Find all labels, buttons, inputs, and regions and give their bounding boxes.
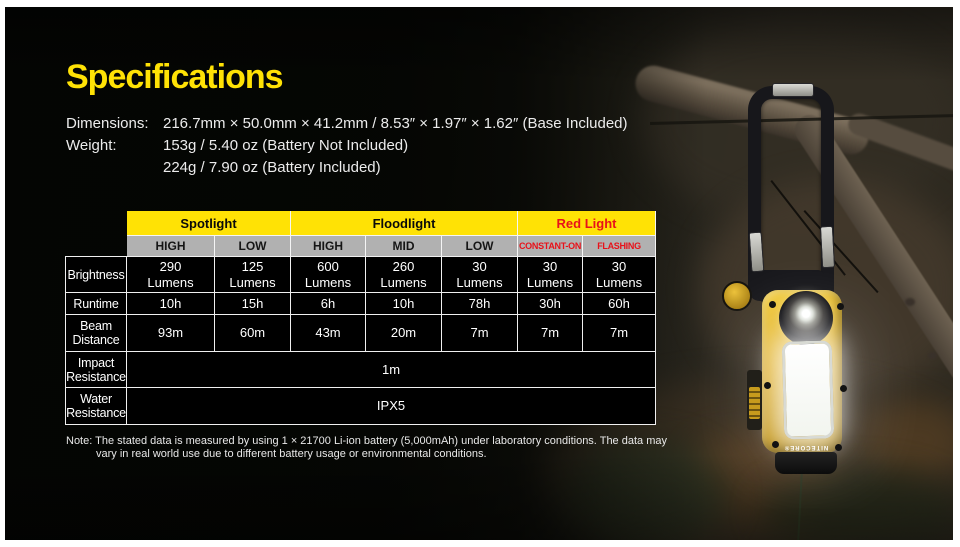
spec-table: Spotlight Floodlight Red Light HIGH LOW …: [65, 211, 656, 425]
weight-value-2: 224g / 7.90 oz (Battery Included): [163, 159, 381, 176]
spec-lines: Dimensions: 216.7mm × 50.0mm × 41.2mm / …: [66, 113, 628, 179]
header-floodlight: Floodlight: [291, 211, 518, 235]
dimensions-row: Dimensions: 216.7mm × 50.0mm × 41.2mm / …: [66, 113, 628, 135]
flashlight-base: [775, 452, 837, 474]
brightness-cell: 30 Lumens: [442, 256, 518, 293]
beam-cell: 7m: [442, 315, 518, 352]
flashlight-screw: [840, 385, 847, 392]
row-label-impact-resistance: Impact Resistance: [65, 352, 127, 388]
header-spotlight: Spotlight: [127, 211, 291, 235]
flashlight-screw: [772, 441, 779, 448]
runtime-cell: 15h: [215, 293, 291, 315]
row-label-runtime: Runtime: [65, 293, 127, 315]
brightness-cell: 290 Lumens: [127, 256, 215, 293]
flashlight-side-switch: [749, 387, 760, 419]
beam-cell: 43m: [291, 315, 366, 352]
dimensions-label: Dimensions:: [66, 115, 149, 132]
page-title: Specifications: [66, 58, 284, 96]
mode-constant-on: CONSTANT-ON: [518, 235, 583, 256]
mode-spot-low: LOW: [215, 235, 291, 256]
mode-flood-low: LOW: [442, 235, 518, 256]
beam-cell: 93m: [127, 315, 215, 352]
flashlight-screw: [764, 382, 771, 389]
brightness-cell: 260 Lumens: [366, 256, 442, 293]
beam-cell: 7m: [583, 315, 656, 352]
mode-flood-mid: MID: [366, 235, 442, 256]
weight-row: Weight: 153g / 5.40 oz (Battery Not Incl…: [66, 135, 628, 157]
row-label-water-resistance: Water Resistance: [65, 388, 127, 425]
flashlight-spotlight-lens: [779, 291, 833, 345]
mode-spot-high: HIGH: [127, 235, 215, 256]
mode-flashing: FLASHING: [583, 235, 656, 256]
weight-label: Weight:: [66, 137, 117, 154]
brightness-cell: 600 Lumens: [291, 256, 366, 293]
runtime-cell: 78h: [442, 293, 518, 315]
flashlight-screw: [837, 303, 844, 310]
beam-cell: 60m: [215, 315, 291, 352]
mode-flood-high: HIGH: [291, 235, 366, 256]
row-label-brightness: Brightness: [65, 256, 127, 293]
brightness-cell: 125 Lumens: [215, 256, 291, 293]
runtime-cell: 10h: [127, 293, 215, 315]
beam-cell: 7m: [518, 315, 583, 352]
runtime-cell: 60h: [583, 293, 656, 315]
flashlight-metal-clip-top: [772, 83, 814, 97]
dimensions-value: 216.7mm × 50.0mm × 41.2mm / 8.53″ × 1.97…: [163, 115, 628, 132]
weight-row-2: 224g / 7.90 oz (Battery Included): [66, 157, 628, 179]
runtime-cell: 30h: [518, 293, 583, 315]
impact-resistance-value: 1m: [127, 352, 656, 388]
footnote: Note: The stated data is measured by usi…: [66, 435, 667, 460]
runtime-cell: 10h: [366, 293, 442, 315]
row-label-beam-distance: Beam Distance: [65, 315, 127, 352]
weight-value-1: 153g / 5.40 oz (Battery Not Included): [163, 137, 409, 154]
flashlight-screw: [769, 301, 776, 308]
water-resistance-value: IPX5: [127, 388, 656, 425]
brightness-cell: 30 Lumens: [518, 256, 583, 293]
beam-cell: 20m: [366, 315, 442, 352]
runtime-cell: 6h: [291, 293, 366, 315]
flashlight-swivel-knob: [722, 281, 752, 311]
flashlight-screw: [835, 444, 842, 451]
header-red-light: Red Light: [518, 211, 656, 235]
brightness-cell: 30 Lumens: [583, 256, 656, 293]
